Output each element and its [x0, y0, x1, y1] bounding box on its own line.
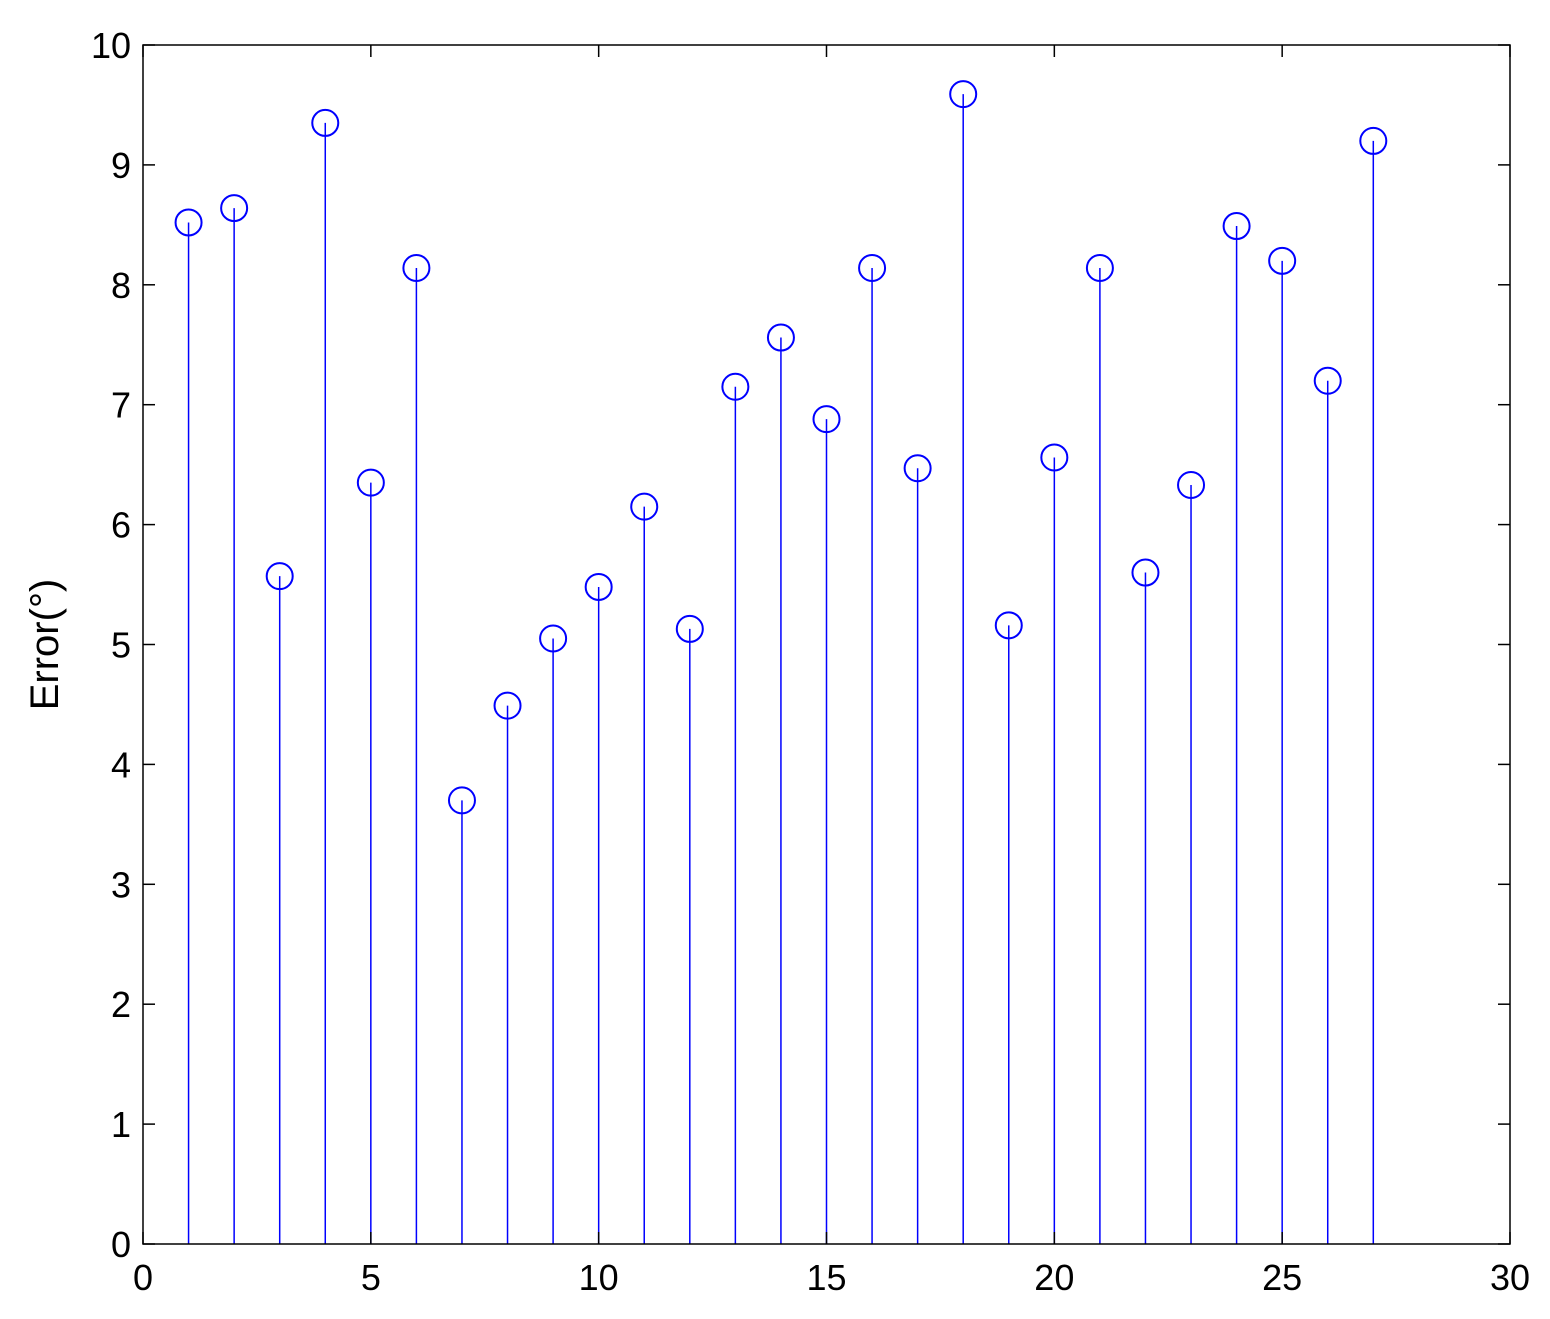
y-tick-label: 1 — [111, 1104, 131, 1145]
stem-marker — [858, 254, 887, 283]
y-tick-label: 4 — [111, 744, 131, 785]
y-tick-label: 0 — [111, 1224, 131, 1265]
y-tick-label: 7 — [111, 385, 131, 426]
stem-marker — [1313, 366, 1342, 395]
stem-marker — [584, 572, 613, 601]
stem-marker — [1359, 126, 1388, 155]
y-tick-label: 10 — [91, 25, 131, 66]
stem-marker — [721, 372, 750, 401]
stem-marks — [143, 80, 1510, 1245]
y-tick-label: 9 — [111, 145, 131, 186]
stem-marker — [1085, 254, 1114, 283]
stem-marker — [1222, 212, 1251, 241]
y-tick-label: 6 — [111, 505, 131, 546]
y-tick-label: 8 — [111, 265, 131, 306]
axis-ticks: 0 5 10 15 20 25 30 0 1 2 3 4 5 6 7 8 9 10 — [91, 25, 1530, 1298]
x-tick-label: 25 — [1262, 1257, 1302, 1298]
stem-marker — [766, 323, 795, 352]
stem-marker — [220, 194, 249, 223]
stem-marker — [1268, 246, 1297, 275]
y-tick-label: 3 — [111, 864, 131, 905]
stem-marker — [402, 254, 431, 283]
stem-marker — [630, 492, 659, 521]
stem-marker — [265, 562, 294, 591]
stem-marker — [174, 208, 203, 237]
x-tick-label: 0 — [133, 1257, 153, 1298]
y-tick-label: 5 — [111, 625, 131, 666]
x-tick-label: 10 — [579, 1257, 619, 1298]
x-tick-label: 20 — [1034, 1257, 1074, 1298]
x-tick-label: 15 — [806, 1257, 846, 1298]
stem-marker — [539, 624, 568, 653]
y-tick-label: 2 — [111, 984, 131, 1025]
stem-marker — [812, 405, 841, 434]
stem-marker — [675, 614, 704, 643]
stem-marker — [1040, 443, 1069, 472]
y-axis-label: Error(°) — [23, 579, 67, 711]
stem-marker — [311, 108, 340, 137]
x-tick-label: 30 — [1490, 1257, 1530, 1298]
stem-marker — [949, 80, 978, 109]
x-tick-label: 5 — [361, 1257, 381, 1298]
stem-marker — [994, 611, 1023, 640]
stem-marker — [493, 691, 522, 720]
stem-marker — [1131, 558, 1160, 587]
stem-marker — [447, 786, 476, 815]
stem-marker — [903, 454, 932, 483]
stem-marker — [356, 468, 385, 497]
stem-marker — [1177, 471, 1206, 500]
